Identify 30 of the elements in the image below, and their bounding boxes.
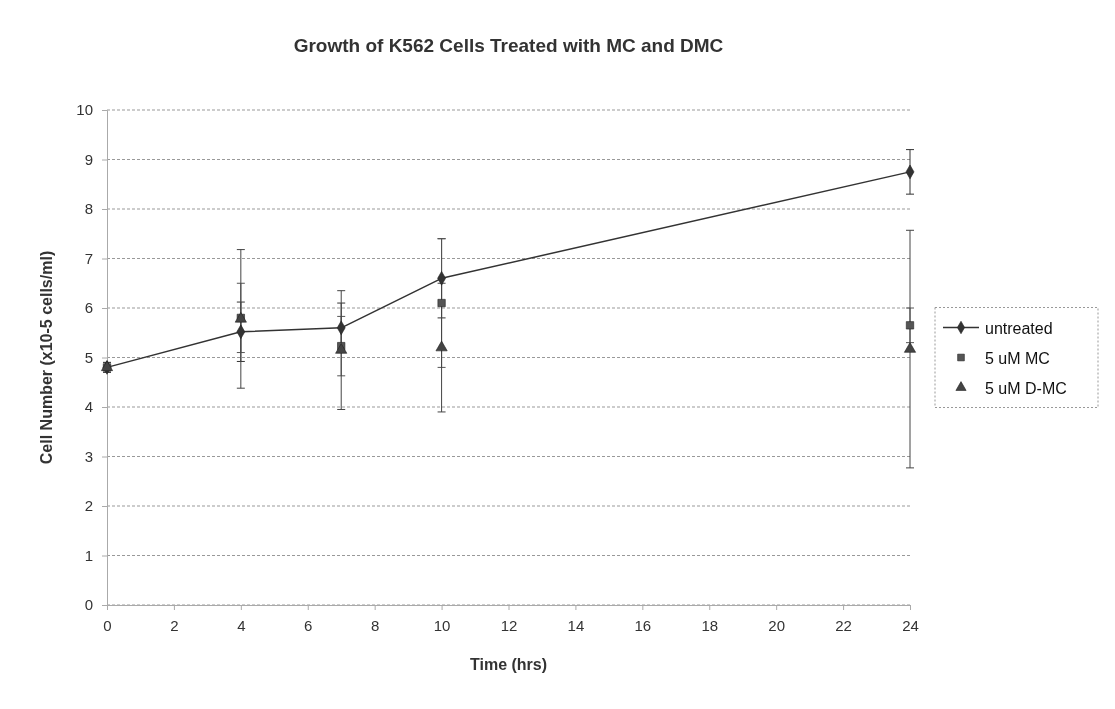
y-tick-label: 9: [84, 150, 93, 168]
x-tick-label: 12: [500, 616, 518, 634]
x-tick-label: 18: [701, 616, 719, 634]
y-tick-label: 4: [84, 398, 93, 416]
legend-label: 5 uM D-MC: [985, 379, 1067, 397]
chart-title: Growth of K562 Cells Treated with MC and DMC: [293, 35, 724, 56]
x-tick-label: 20: [768, 616, 786, 634]
x-tick-label: 16: [634, 616, 652, 634]
x-tick-label: 14: [567, 616, 585, 634]
x-tick-label: 4: [237, 616, 246, 634]
y-tick-label: 5: [84, 348, 93, 366]
y-tick-label: 7: [84, 249, 93, 267]
x-tick-label: 24: [902, 616, 919, 634]
x-tick-label: 10: [433, 616, 451, 634]
x-tick-label: 6: [304, 616, 313, 634]
y-tick-label: 1: [84, 546, 93, 564]
y-tick-label: 8: [84, 200, 93, 218]
x-tick-label: 0: [103, 616, 112, 634]
y-tick-label: 3: [84, 447, 93, 465]
y-axis-title: Cell Number (x10-5 cells/ml): [38, 250, 55, 465]
y-tick-label: 0: [84, 596, 93, 614]
y-tick-label: 10: [76, 101, 93, 119]
legend-label: untreated: [985, 319, 1053, 337]
x-tick-label: 22: [835, 616, 852, 634]
x-axis-title: Time (hrs): [469, 656, 548, 673]
x-tick-label: 2: [170, 616, 179, 634]
y-tick-label: 6: [84, 299, 93, 317]
x-tick-label: 8: [370, 616, 380, 634]
legend-label: 5 uM MC: [985, 349, 1050, 367]
y-tick-label: 2: [84, 497, 93, 515]
